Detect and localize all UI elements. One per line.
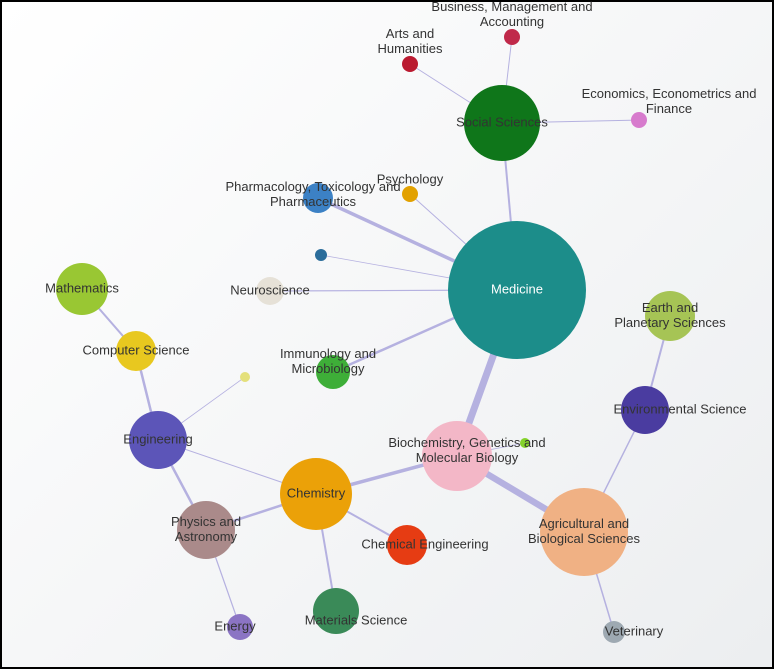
node-tiny1[interactable] xyxy=(315,249,327,261)
node-comp_sci[interactable] xyxy=(116,331,156,371)
node-pharm_tox[interactable] xyxy=(303,183,333,213)
network-svg xyxy=(2,2,774,671)
node-tiny3[interactable] xyxy=(520,438,530,448)
node-engineering[interactable] xyxy=(129,411,187,469)
node-psychology[interactable] xyxy=(402,186,418,202)
node-mat_sci[interactable] xyxy=(313,588,359,634)
node-env_sci[interactable] xyxy=(621,386,669,434)
node-neuro[interactable] xyxy=(256,277,284,305)
node-bus_mgmt_acct[interactable] xyxy=(504,29,520,45)
node-tiny2[interactable] xyxy=(240,372,250,382)
node-social_sciences[interactable] xyxy=(464,85,540,161)
node-arts_hum[interactable] xyxy=(402,56,418,72)
node-chemistry[interactable] xyxy=(280,458,352,530)
node-earth_planet[interactable] xyxy=(645,291,695,341)
node-econ_fin[interactable] xyxy=(631,112,647,128)
node-chem_eng[interactable] xyxy=(387,525,427,565)
node-phys_astro[interactable] xyxy=(177,501,235,559)
node-energy[interactable] xyxy=(227,614,253,640)
node-medicine[interactable] xyxy=(448,221,586,359)
node-biochem[interactable] xyxy=(422,421,492,491)
node-agri_bio[interactable] xyxy=(540,488,628,576)
node-mathematics[interactable] xyxy=(56,263,108,315)
node-immuno[interactable] xyxy=(316,355,350,389)
network-diagram-frame: MedicineSocial SciencesBusiness, Managem… xyxy=(0,0,774,669)
node-veterinary[interactable] xyxy=(603,621,625,643)
